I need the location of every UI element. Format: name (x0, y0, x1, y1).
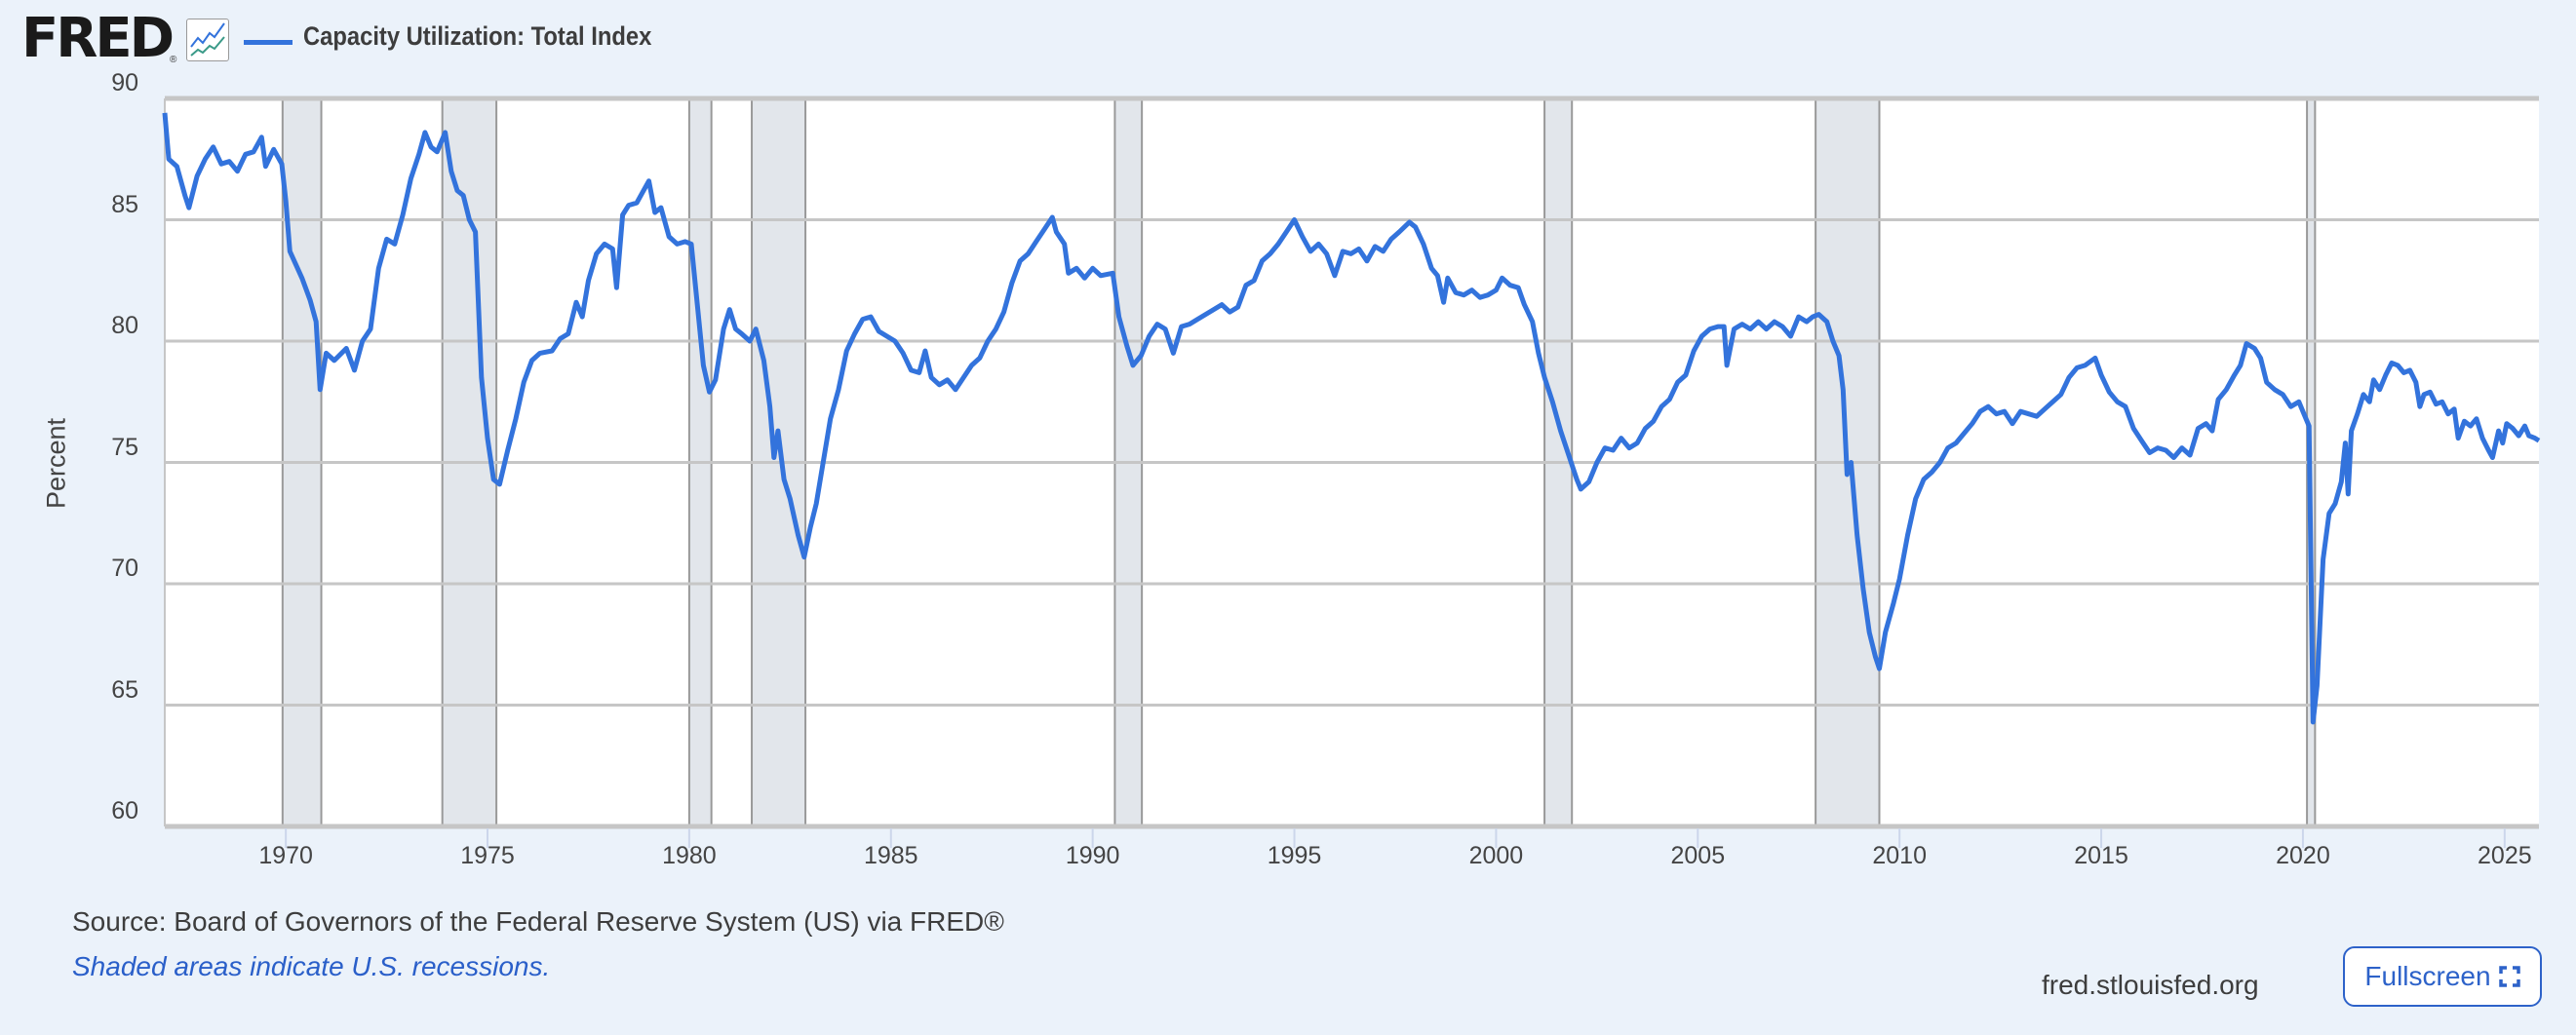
x-tick-label: 1970 (258, 842, 313, 869)
y-axis-title: Percent (41, 417, 71, 510)
fullscreen-icon (2498, 966, 2520, 987)
y-tick-label: 85 (111, 190, 138, 218)
y-tick-label: 80 (111, 312, 138, 339)
y-tick-label: 90 (111, 69, 138, 96)
y-tick-label: 70 (111, 555, 138, 582)
legend-swatch (244, 40, 293, 45)
x-tick-label: 2015 (2074, 842, 2128, 869)
x-tick-label: 1975 (460, 842, 515, 869)
fullscreen-button[interactable]: Fullscreen (2343, 946, 2542, 1007)
legend-series-title[interactable]: Capacity Utilization: Total Index (303, 21, 652, 51)
x-tick-label: 2020 (2276, 842, 2330, 869)
series-line[interactable] (162, 112, 2541, 725)
graph-icon-glyph (190, 22, 225, 57)
x-tick-label: 1990 (1065, 842, 1120, 869)
x-tick-label: 2010 (1872, 842, 1927, 869)
x-tick-label: 2025 (2478, 842, 2532, 869)
y-tick-label: 75 (111, 433, 138, 461)
x-tick-label: 1995 (1267, 842, 1322, 869)
fred-logo[interactable]: FRED (21, 7, 175, 70)
x-tick-label: 1985 (863, 842, 918, 869)
fullscreen-label: Fullscreen (2364, 961, 2491, 991)
x-tick-label: 2000 (1468, 842, 1524, 869)
y-tick-label: 60 (111, 797, 138, 824)
registered-mark: ® (170, 55, 177, 65)
y-tick-label: 65 (111, 675, 138, 704)
x-tick-label: 2005 (1670, 842, 1726, 869)
x-tick-label: 1980 (662, 842, 717, 869)
source-text: Source: Board of Governors of the Federa… (72, 906, 1004, 937)
recession-note: Shaded areas indicate U.S. recessions. (72, 951, 551, 981)
site-url[interactable]: fred.stlouisfed.org (2042, 970, 2259, 1000)
graph-icon[interactable] (186, 19, 229, 61)
x-ticks (285, 828, 2506, 848)
